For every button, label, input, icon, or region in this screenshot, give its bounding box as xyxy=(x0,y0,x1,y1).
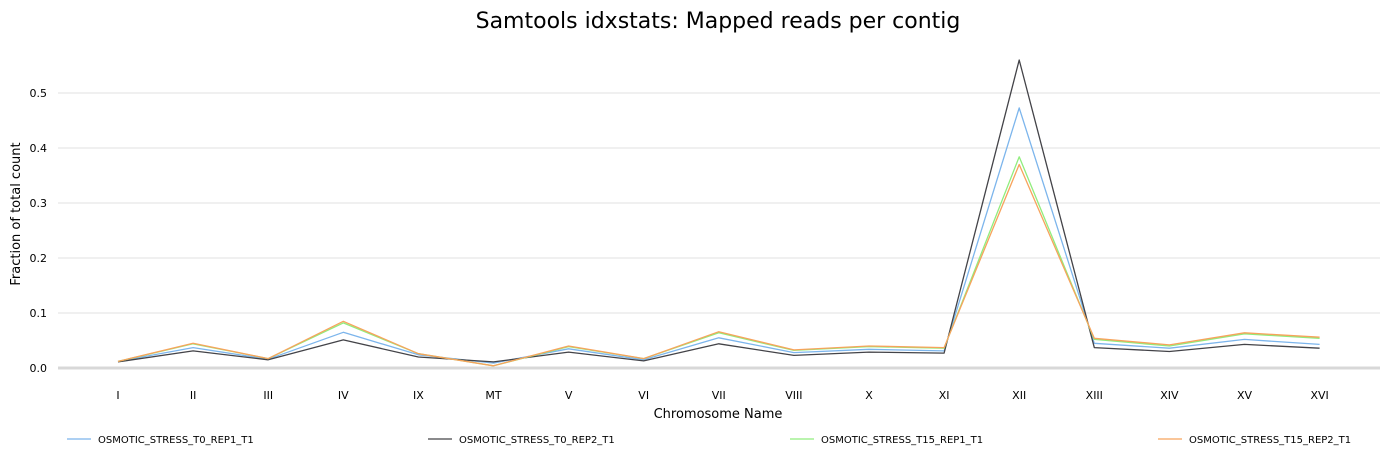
chart-title: Samtools idxstats: Mapped reads per cont… xyxy=(476,9,961,34)
x-tick-label: X xyxy=(865,389,873,402)
x-tick-label: XVI xyxy=(1310,389,1328,402)
legend-label: OSMOTIC_STRESS_T15_REP1_T1 xyxy=(821,435,983,446)
x-tick-label: VIII xyxy=(785,389,802,402)
x-tick-label: IV xyxy=(338,389,349,402)
x-tick-label: IX xyxy=(413,389,424,402)
y-axis-ticks: 0.0 0.1 0.2 0.3 0.4 0.5 xyxy=(30,87,48,375)
series-line-2[interactable] xyxy=(117,59,1320,363)
x-tick-label: VII xyxy=(712,389,726,402)
x-tick-label: XIII xyxy=(1086,389,1103,402)
x-tick-label: XV xyxy=(1237,389,1253,402)
gridlines xyxy=(58,92,1380,370)
x-tick-label: V xyxy=(565,389,573,402)
legend-item-4[interactable]: OSMOTIC_STRESS_T15_REP2_T1 xyxy=(1158,435,1351,446)
legend-item-2[interactable]: OSMOTIC_STRESS_T0_REP2_T1 xyxy=(428,435,615,446)
x-axis-ticks: I II III IV IX MT V VI VII VIII X XI XII XIII XIV XV XVI xyxy=(116,389,1328,402)
series-lines xyxy=(117,59,1320,367)
x-tick-label: XI xyxy=(939,389,950,402)
y-tick-label: 0.2 xyxy=(30,252,48,265)
legend-label: OSMOTIC_STRESS_T0_REP2_T1 xyxy=(459,435,615,446)
x-tick-label: VI xyxy=(638,389,649,402)
legend[interactable]: OSMOTIC_STRESS_T0_REP1_T1 OSMOTIC_STRESS_… xyxy=(67,435,1351,446)
y-tick-label: 0.1 xyxy=(30,307,48,320)
series-line-3[interactable] xyxy=(117,156,1320,367)
y-tick-label: 0.5 xyxy=(30,87,48,100)
y-tick-label: 0.4 xyxy=(30,142,48,155)
x-tick-label: XII xyxy=(1012,389,1026,402)
y-tick-label: 0.0 xyxy=(30,362,48,375)
legend-item-1[interactable]: OSMOTIC_STRESS_T0_REP1_T1 xyxy=(67,435,254,446)
legend-item-3[interactable]: OSMOTIC_STRESS_T15_REP1_T1 xyxy=(790,435,983,446)
legend-label: OSMOTIC_STRESS_T15_REP2_T1 xyxy=(1189,435,1351,446)
y-axis-label: Fraction of total count xyxy=(9,142,24,285)
x-axis-label: Chromosome Name xyxy=(654,407,783,422)
x-tick-label: III xyxy=(263,389,273,402)
x-tick-label: MT xyxy=(485,389,501,402)
series-line-1[interactable] xyxy=(117,107,1320,364)
legend-label: OSMOTIC_STRESS_T0_REP1_T1 xyxy=(98,435,254,446)
x-tick-label: II xyxy=(190,389,197,402)
y-tick-label: 0.3 xyxy=(30,197,48,210)
x-tick-label: XIV xyxy=(1160,389,1179,402)
series-line-4[interactable] xyxy=(117,163,1320,367)
x-tick-label: I xyxy=(116,389,119,402)
